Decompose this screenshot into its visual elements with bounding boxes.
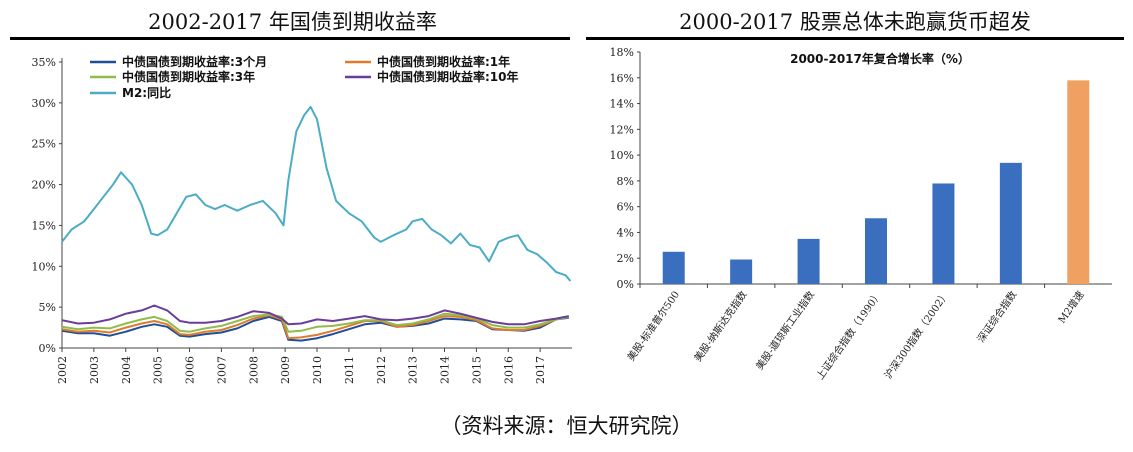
bar-category-label: 美股-标准普尔500 (624, 288, 682, 363)
left-x-tick-label: 2016 (502, 356, 515, 384)
bar-0 (662, 251, 685, 284)
right-y-tick-label: 8% (617, 175, 634, 188)
left-x-tick-label: 2013 (407, 356, 420, 384)
legend-label-y3: 中债国债到期收益率:3年 (122, 69, 255, 84)
left-y-tick-label: 30% (32, 97, 56, 110)
left-y-tick-label: 25% (32, 138, 56, 151)
bar-3 (865, 218, 887, 284)
left-y-tick-label: 5% (39, 301, 56, 314)
left-y-tick-label: 15% (32, 219, 56, 232)
right-y-tick-label: 4% (617, 226, 634, 239)
left-x-tick-label: 2004 (120, 356, 133, 384)
legend-label-y1: 中债国债到期收益率:1年 (377, 54, 510, 69)
right-title-rule (586, 37, 1124, 40)
legend-label-m2: M2:同比 (122, 85, 171, 100)
bar-5 (999, 162, 1022, 284)
bar-1 (730, 259, 753, 284)
right-y-tick-label: 6% (617, 201, 634, 214)
right-chart-title: 2000-2017 股票总体未跑赢货币超发 (679, 10, 1031, 34)
left-y-tick-label: 10% (32, 260, 56, 273)
bar-category-label: 美股-纳斯达克指数 (691, 288, 749, 364)
left-x-tick-label: 2010 (311, 356, 324, 384)
left-x-tick-label: 2012 (375, 356, 388, 384)
right-y-tick-label: 0% (617, 278, 634, 291)
bar-chart-inner-title: 2000-2017年复合增长率（%） (790, 51, 970, 66)
series-line-m2 (61, 105, 572, 282)
bar-category-label: 深证综合指数 (974, 288, 1019, 345)
series-line-y3 (61, 312, 569, 333)
bar-category-label: 美股-道琼斯工业指数 (753, 288, 817, 372)
bar-category-label: M2增速 (1055, 288, 1087, 325)
left-y-tick-label: 35% (32, 56, 56, 69)
source-note: （资料来源：恒大研究院） (440, 414, 693, 438)
bar-category-label: 上证综合指数（1990） (813, 288, 884, 382)
left-x-tick-label: 2006 (184, 356, 197, 384)
left-x-tick-label: 2009 (279, 356, 292, 384)
left-x-tick-label: 2005 (152, 356, 165, 384)
left-x-tick-label: 2014 (439, 356, 452, 384)
right-y-tick-label: 12% (610, 123, 634, 136)
left-y-tick-label: 0% (39, 342, 56, 355)
left-x-tick-label: 2007 (215, 356, 228, 384)
left-x-tick-label: 2003 (88, 356, 101, 384)
bar-2 (797, 238, 820, 284)
legend-label-y3m: 中债国债到期收益率:3个月 (122, 54, 267, 69)
left-x-tick-label: 2002 (56, 356, 69, 384)
left-x-tick-label: 2008 (247, 356, 260, 384)
bar-4 (932, 183, 955, 284)
bar-6 (1067, 80, 1090, 284)
series-line-y10 (61, 304, 569, 326)
right-y-tick-label: 2% (617, 252, 634, 265)
left-x-tick-label: 2017 (534, 356, 547, 384)
legend-label-y10: 中债国债到期收益率:10年 (377, 69, 519, 84)
series-line-y1 (61, 314, 569, 340)
left-title-rule (10, 37, 570, 40)
bar-category-label: 沪深300指数（2002） (881, 288, 952, 381)
left-x-tick-label: 2011 (343, 356, 356, 384)
left-chart-title: 2002-2017 年国债到期收益率 (148, 10, 437, 34)
right-y-tick-label: 14% (610, 98, 634, 111)
right-y-tick-label: 10% (610, 149, 634, 162)
right-y-tick-label: 16% (610, 72, 634, 85)
left-y-tick-label: 20% (32, 179, 56, 192)
right-y-tick-label: 18% (610, 46, 634, 59)
left-x-tick-label: 2015 (470, 356, 483, 384)
